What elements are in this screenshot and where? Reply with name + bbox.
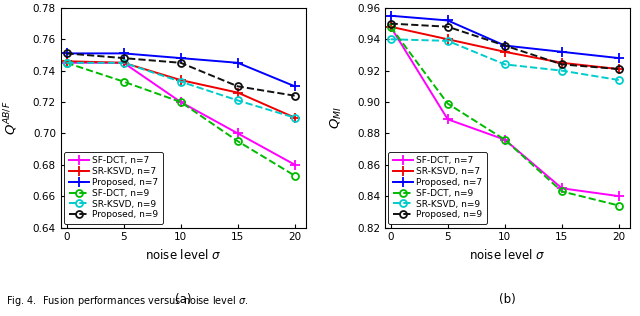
Line: SF-DCT, n=9: SF-DCT, n=9 bbox=[387, 23, 623, 209]
SR-KSVD, n=9 bbox=[120, 61, 127, 65]
Proposed, n=9 bbox=[63, 52, 70, 55]
Text: (a): (a) bbox=[175, 293, 192, 307]
X-axis label: noise level $\sigma$: noise level $\sigma$ bbox=[469, 248, 546, 262]
SR-KSVD, n=7 bbox=[615, 67, 623, 71]
Legend: SF-DCT, n=7, SR-KSVD, n=7, Proposed, n=7, SF-DCT, n=9, SR-KSVD, n=9, Proposed, n: SF-DCT, n=7, SR-KSVD, n=7, Proposed, n=7… bbox=[388, 152, 487, 224]
Line: SF-DCT, n=7: SF-DCT, n=7 bbox=[386, 22, 624, 201]
SF-DCT, n=9 bbox=[177, 100, 184, 104]
Line: SF-DCT, n=7: SF-DCT, n=7 bbox=[61, 58, 300, 170]
SF-DCT, n=7 bbox=[615, 194, 623, 198]
Line: SR-KSVD, n=9: SR-KSVD, n=9 bbox=[63, 59, 298, 121]
SF-DCT, n=9 bbox=[501, 138, 509, 142]
SF-DCT, n=7 bbox=[234, 131, 242, 135]
Text: Fig. 4.  Fusion performances versus noise level $\sigma$.: Fig. 4. Fusion performances versus noise… bbox=[6, 294, 249, 308]
SR-KSVD, n=7 bbox=[177, 78, 184, 82]
SR-KSVD, n=7 bbox=[234, 91, 242, 94]
SR-KSVD, n=7 bbox=[63, 59, 70, 63]
Line: Proposed, n=9: Proposed, n=9 bbox=[63, 50, 298, 99]
SF-DCT, n=7 bbox=[120, 61, 127, 65]
Proposed, n=7 bbox=[291, 84, 299, 88]
Proposed, n=7 bbox=[444, 19, 452, 22]
SR-KSVD, n=9 bbox=[63, 61, 70, 65]
Proposed, n=7 bbox=[177, 56, 184, 60]
SR-KSVD, n=9 bbox=[501, 63, 509, 66]
Y-axis label: $Q^{AB/F}$: $Q^{AB/F}$ bbox=[3, 100, 20, 135]
Proposed, n=7 bbox=[501, 44, 509, 47]
SF-DCT, n=7 bbox=[501, 138, 509, 142]
SF-DCT, n=9 bbox=[120, 80, 127, 83]
SR-KSVD, n=9 bbox=[234, 99, 242, 102]
SR-KSVD, n=7 bbox=[291, 116, 299, 120]
SR-KSVD, n=7 bbox=[558, 61, 566, 65]
SR-KSVD, n=9 bbox=[387, 37, 394, 41]
SF-DCT, n=9 bbox=[558, 190, 566, 193]
Proposed, n=7 bbox=[63, 52, 70, 55]
SF-DCT, n=7 bbox=[444, 117, 452, 121]
Proposed, n=9 bbox=[120, 56, 127, 60]
SR-KSVD, n=7 bbox=[120, 61, 127, 65]
Line: SF-DCT, n=9: SF-DCT, n=9 bbox=[63, 59, 298, 179]
Proposed, n=7 bbox=[387, 14, 394, 18]
Line: Proposed, n=7: Proposed, n=7 bbox=[61, 49, 300, 91]
Proposed, n=7 bbox=[615, 56, 623, 60]
SF-DCT, n=7 bbox=[177, 100, 184, 104]
Legend: SF-DCT, n=7, SR-KSVD, n=7, Proposed, n=7, SF-DCT, n=9, SR-KSVD, n=9, Proposed, n: SF-DCT, n=7, SR-KSVD, n=7, Proposed, n=7… bbox=[65, 152, 163, 224]
SR-KSVD, n=9 bbox=[558, 69, 566, 73]
SF-DCT, n=9 bbox=[615, 204, 623, 207]
Proposed, n=9 bbox=[444, 25, 452, 29]
X-axis label: noise level $\sigma$: noise level $\sigma$ bbox=[145, 248, 222, 262]
SF-DCT, n=9 bbox=[387, 25, 394, 29]
Line: Proposed, n=7: Proposed, n=7 bbox=[386, 11, 624, 63]
Line: SR-KSVD, n=9: SR-KSVD, n=9 bbox=[387, 36, 623, 83]
SR-KSVD, n=9 bbox=[291, 116, 299, 120]
SF-DCT, n=7 bbox=[387, 25, 394, 29]
Line: Proposed, n=9: Proposed, n=9 bbox=[387, 20, 623, 73]
Proposed, n=7 bbox=[234, 61, 242, 65]
Proposed, n=9 bbox=[291, 94, 299, 98]
Proposed, n=9 bbox=[615, 67, 623, 71]
SF-DCT, n=7 bbox=[558, 186, 566, 190]
SR-KSVD, n=7 bbox=[444, 37, 452, 41]
Proposed, n=9 bbox=[177, 61, 184, 65]
SR-KSVD, n=9 bbox=[444, 39, 452, 43]
Text: (b): (b) bbox=[499, 293, 516, 307]
SR-KSVD, n=9 bbox=[177, 80, 184, 83]
Proposed, n=7 bbox=[120, 52, 127, 55]
SR-KSVD, n=7 bbox=[387, 25, 394, 29]
SF-DCT, n=9 bbox=[63, 61, 70, 65]
SF-DCT, n=9 bbox=[234, 139, 242, 143]
Y-axis label: $Q_{MI}$: $Q_{MI}$ bbox=[329, 106, 344, 129]
SR-KSVD, n=9 bbox=[615, 78, 623, 82]
Proposed, n=9 bbox=[558, 63, 566, 66]
SR-KSVD, n=7 bbox=[501, 50, 509, 54]
SF-DCT, n=7 bbox=[63, 61, 70, 65]
SF-DCT, n=7 bbox=[291, 163, 299, 167]
Proposed, n=9 bbox=[501, 44, 509, 47]
Proposed, n=9 bbox=[387, 22, 394, 26]
Line: SR-KSVD, n=7: SR-KSVD, n=7 bbox=[61, 56, 300, 123]
SF-DCT, n=9 bbox=[291, 174, 299, 178]
Line: SR-KSVD, n=7: SR-KSVD, n=7 bbox=[386, 22, 624, 74]
Proposed, n=9 bbox=[234, 84, 242, 88]
Proposed, n=7 bbox=[558, 50, 566, 54]
SF-DCT, n=9 bbox=[444, 102, 452, 106]
